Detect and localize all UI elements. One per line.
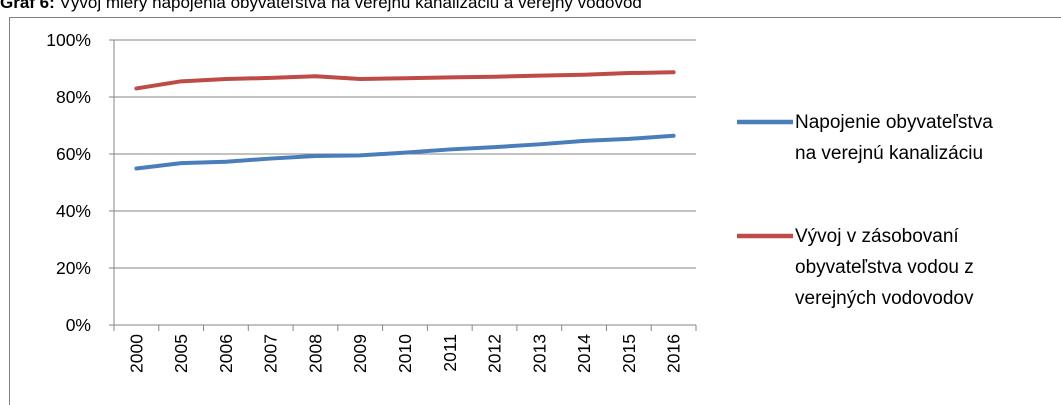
legend-label-line: verejných vodovodov: [795, 288, 974, 309]
y-tick-label: 40%: [56, 201, 91, 221]
x-tick-label: 2012: [485, 334, 505, 373]
x-tick-label: 2005: [171, 334, 191, 373]
x-tick-label: 2006: [216, 334, 236, 373]
y-tick-label: 100%: [46, 30, 91, 50]
x-tick-label: 2013: [529, 334, 549, 373]
x-tick-label: 2008: [305, 334, 325, 373]
x-tick-label: 2007: [261, 334, 281, 373]
series-1: [134, 133, 676, 171]
x-tick-label: 2016: [664, 334, 684, 373]
x-tick-label: 2000: [126, 334, 146, 373]
x-tick-label: 2009: [350, 334, 370, 373]
y-tick-label: 0%: [66, 315, 91, 335]
series-2: [134, 70, 676, 91]
legend-item-1: Napojenie obyvateľstva na verejnú kanaliz…: [737, 112, 993, 164]
series-line: [134, 70, 676, 91]
caption-text: Vývoj miery napojenia obyvateľstva na ve…: [59, 0, 642, 12]
legend-label-line: Napojenie obyvateľstva: [795, 112, 993, 133]
y-tick-label: 20%: [56, 258, 91, 278]
y-tick-label: 60%: [56, 144, 91, 164]
legend-label-line: Vývoj v zásobovaní: [795, 226, 959, 247]
x-tick-label: 2011: [440, 334, 460, 372]
legend-label-line: obyvateľstva vodou z: [795, 257, 974, 278]
caption-prefix: Graf 6: [0, 0, 50, 12]
legend-item-2: Vývoj v zásobovaní obyvateľstva vodou z ve…: [737, 226, 974, 309]
x-tick-label: 2014: [574, 334, 594, 373]
legend-label-line: na verejnú kanalizáciu: [795, 143, 983, 164]
x-tick-label: 2015: [619, 334, 639, 373]
figure-caption: Graf 6: Vývoj miery napojenia obyvateľst…: [0, 0, 642, 15]
series-line: [134, 133, 676, 171]
y-tick-label: 80%: [56, 87, 91, 107]
chart-frame: [9, 17, 1061, 405]
x-tick-label: 2010: [395, 334, 415, 373]
